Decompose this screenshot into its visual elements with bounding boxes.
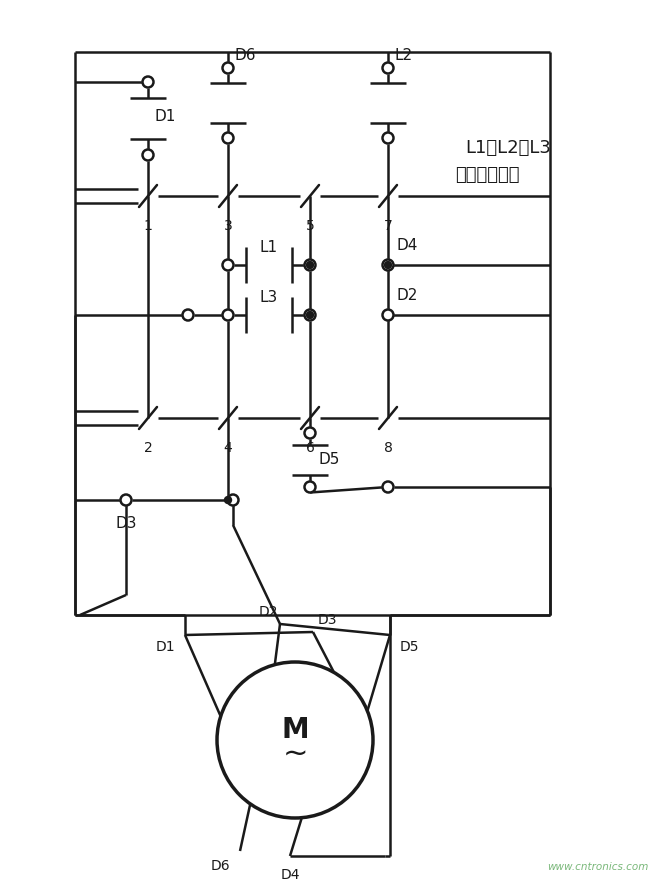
Circle shape — [385, 262, 391, 269]
Circle shape — [305, 260, 315, 271]
Text: 4: 4 — [224, 441, 232, 455]
Circle shape — [307, 262, 313, 269]
Text: 2: 2 — [144, 441, 152, 455]
Text: D2: D2 — [396, 288, 418, 303]
Circle shape — [383, 133, 393, 143]
Text: D3: D3 — [318, 613, 337, 627]
Text: 5: 5 — [306, 219, 315, 233]
Text: L2: L2 — [395, 48, 413, 63]
Circle shape — [182, 309, 194, 321]
Circle shape — [222, 133, 234, 143]
Circle shape — [383, 260, 393, 271]
Circle shape — [383, 309, 393, 321]
Text: 7: 7 — [383, 219, 392, 233]
Text: D3: D3 — [116, 516, 137, 531]
Circle shape — [305, 428, 315, 438]
Text: M: M — [281, 716, 309, 744]
Text: L1: L1 — [260, 240, 278, 255]
Text: L1、L2、L3: L1、L2、L3 — [465, 139, 551, 157]
Text: 6: 6 — [305, 441, 315, 455]
Circle shape — [383, 63, 393, 73]
Text: 8: 8 — [383, 441, 392, 455]
Circle shape — [305, 482, 315, 492]
Circle shape — [228, 494, 238, 506]
Circle shape — [142, 77, 154, 88]
Circle shape — [383, 482, 393, 492]
Text: 3: 3 — [224, 219, 232, 233]
Text: D5: D5 — [318, 453, 339, 468]
Text: D1: D1 — [155, 109, 176, 124]
Circle shape — [142, 149, 154, 161]
Text: D4: D4 — [396, 238, 418, 253]
Text: D6: D6 — [235, 48, 257, 63]
Text: 1: 1 — [144, 219, 152, 233]
Circle shape — [307, 311, 313, 318]
Text: D5: D5 — [400, 640, 420, 654]
Circle shape — [120, 494, 132, 506]
Text: D4: D4 — [281, 868, 300, 882]
Text: D1: D1 — [156, 640, 175, 654]
Circle shape — [305, 309, 315, 321]
Text: L3: L3 — [260, 290, 278, 305]
Text: ~: ~ — [283, 740, 308, 768]
Circle shape — [222, 260, 234, 271]
Circle shape — [224, 497, 232, 504]
Text: www.cntronics.com: www.cntronics.com — [546, 862, 648, 872]
Text: 为电源进线端: 为电源进线端 — [455, 166, 520, 184]
Circle shape — [222, 309, 234, 321]
Circle shape — [222, 63, 234, 73]
Text: D2: D2 — [259, 605, 278, 619]
Text: D6: D6 — [210, 859, 230, 873]
Circle shape — [217, 662, 373, 818]
